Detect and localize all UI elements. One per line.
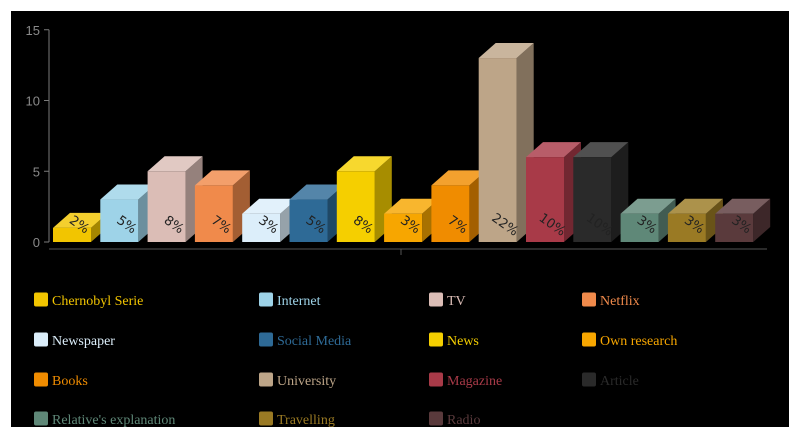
legend-label: Radio (447, 413, 480, 427)
legend-label: Article (600, 374, 639, 389)
bar-books[interactable]: 7% (431, 170, 487, 242)
bar-front-face (478, 58, 517, 242)
bar-university[interactable]: 22% (478, 43, 534, 242)
legend-swatch (429, 332, 443, 347)
legend-swatch (259, 372, 273, 387)
legend-swatch (34, 332, 48, 347)
bar-chernobyl-serie[interactable]: 2% (53, 212, 108, 242)
legend-label: Internet (277, 294, 321, 309)
legend-item[interactable]: Article (582, 372, 639, 390)
bar-social-media[interactable]: 5% (289, 184, 345, 242)
bar-article[interactable]: 10% (573, 142, 629, 242)
y-tick-label: 10 (26, 94, 40, 109)
bar-relative-s-explanation[interactable]: 3% (620, 198, 676, 242)
legend-swatch (429, 372, 443, 387)
bar-front-face (289, 199, 328, 242)
legend-swatch (582, 292, 596, 307)
bar-magazine[interactable]: 10% (526, 142, 581, 242)
legend-label: Books (52, 374, 88, 389)
y-tick-label: 0 (33, 235, 40, 250)
y-tick-label: 5 (33, 164, 40, 179)
legend-swatch (429, 411, 443, 426)
legend-item[interactable]: Netflix (582, 292, 640, 310)
bar-own-research[interactable]: 3% (384, 198, 440, 242)
legend-swatch (582, 372, 596, 387)
bar-front-face (384, 213, 423, 242)
legend-label: Social Media (277, 334, 352, 349)
legend-item[interactable]: Internet (259, 292, 321, 310)
bar-top-face (431, 170, 487, 186)
legend-item[interactable]: Social Media (259, 332, 352, 350)
chart-area: 0 5 10 15 2% 5% 8% 7% 3% 5% 8% 3% 7% 22% 10% 10% 3% 3% 3%… (11, 11, 789, 427)
bar-internet[interactable]: 5% (100, 184, 156, 242)
bar-top-face (573, 142, 629, 158)
bar-news[interactable]: 8% (336, 156, 392, 242)
bar-top-face (289, 184, 345, 200)
bar-front-face (620, 213, 659, 242)
bar-top-face (100, 184, 156, 200)
bar-side-face (753, 198, 771, 242)
bar-front-face (194, 185, 233, 242)
legend-swatch (259, 332, 273, 347)
bar-front-face (336, 171, 375, 242)
legend-item[interactable]: Relative's explanation (34, 411, 175, 427)
bar-top-face (526, 142, 581, 158)
bar-top-face (620, 198, 676, 214)
legend-item[interactable]: Chernobyl Serie (34, 292, 143, 310)
bar-radio[interactable]: 3% (715, 198, 771, 242)
legend-label: University (277, 374, 336, 389)
bar-front-face (431, 185, 470, 242)
legend-item[interactable]: TV (429, 292, 466, 310)
legend-label: Travelling (277, 413, 335, 427)
legend-item[interactable]: Magazine (429, 372, 502, 390)
y-tick-label: 15 (26, 23, 40, 38)
legend-item[interactable]: Travelling (259, 411, 335, 427)
bar-top-face (242, 198, 298, 214)
legend-label: TV (447, 294, 466, 309)
legend-label: News (447, 334, 479, 349)
bar-top-face (715, 198, 771, 214)
legend-swatch (34, 372, 48, 387)
bar-top-face (194, 170, 250, 186)
legend-item[interactable]: Books (34, 372, 88, 390)
legend-item[interactable]: Newspaper (34, 332, 115, 350)
bar-side-face (658, 198, 676, 242)
legend-swatch (259, 292, 273, 307)
bar-netflix[interactable]: 7% (194, 170, 250, 242)
bar-front-face (526, 157, 564, 242)
legend-label: Chernobyl Serie (52, 294, 143, 309)
bar-front-face (242, 213, 281, 242)
bar-front-face (715, 213, 754, 242)
legend-swatch (259, 411, 273, 426)
bar-front-face (667, 213, 706, 242)
legend-label: Netflix (600, 294, 640, 309)
bar-top-face (336, 156, 392, 172)
bar-front-face (100, 199, 139, 242)
bar-top-face (384, 198, 440, 214)
legend-label: Newspaper (52, 334, 115, 349)
bar-top-face (667, 198, 723, 214)
legend-swatch (34, 292, 48, 307)
bar-top-face (478, 43, 534, 59)
legend-label: Relative's explanation (52, 413, 175, 427)
legend-item[interactable]: Radio (429, 411, 480, 427)
bar-side-face (705, 198, 723, 242)
bar-front-face (147, 171, 186, 242)
legend-label: Own research (600, 334, 677, 349)
legend-swatch (429, 292, 443, 307)
bar-tv[interactable]: 8% (147, 156, 203, 242)
bar-front-face (573, 157, 612, 242)
bar-top-face (53, 212, 108, 228)
legend-swatch (34, 411, 48, 426)
legend-swatch (582, 332, 596, 347)
bar-newspaper[interactable]: 3% (242, 198, 298, 242)
legend-item[interactable]: News (429, 332, 479, 350)
legend-item[interactable]: Own research (582, 332, 677, 350)
bar-top-face (147, 156, 203, 172)
legend-item[interactable]: University (259, 372, 336, 390)
bar-travelling[interactable]: 3% (667, 198, 723, 242)
legend-label: Magazine (447, 374, 502, 389)
bar-front-face (53, 227, 91, 242)
